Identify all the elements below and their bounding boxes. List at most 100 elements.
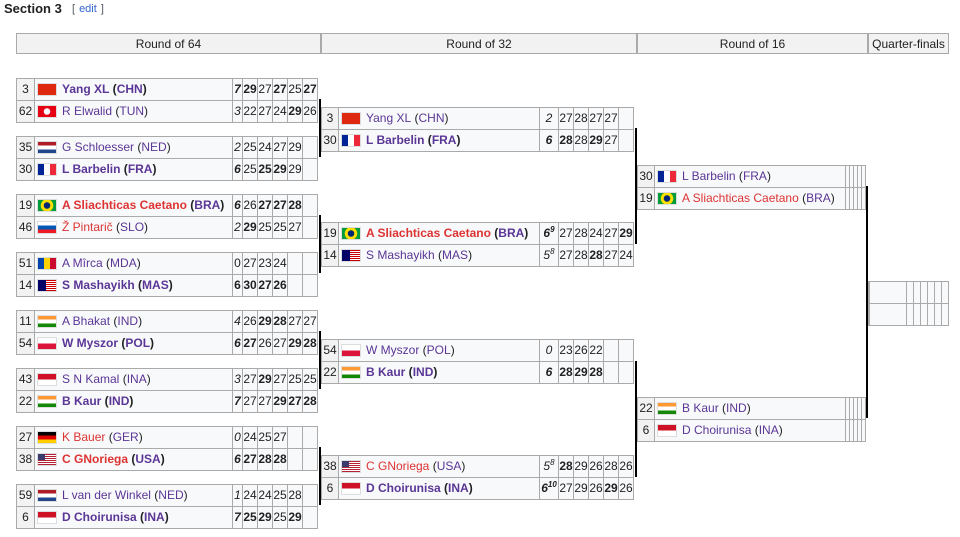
- player-link[interactable]: B Kaur: [366, 365, 406, 379]
- connector-line: [319, 331, 321, 389]
- player-link[interactable]: L Barbelin: [682, 169, 736, 183]
- flag-slo-icon: [37, 221, 57, 234]
- player-link[interactable]: A Sliachticas Caetano: [366, 226, 491, 240]
- country-link[interactable]: USA: [436, 459, 462, 473]
- player-link[interactable]: S Mashayikh: [366, 248, 435, 262]
- country-link[interactable]: MAS: [442, 248, 469, 262]
- country-link[interactable]: NED: [141, 140, 167, 154]
- player-link[interactable]: S N Kamal: [62, 372, 120, 386]
- section-title: Section 3: [4, 1, 62, 16]
- country-link[interactable]: IND: [108, 394, 130, 408]
- end-score: 24: [588, 222, 604, 245]
- end-score: [287, 448, 303, 471]
- country-link[interactable]: FRA: [431, 133, 457, 147]
- r32-row: 14 S Mashayikh (MAS) 58 27 28 28 27 24: [321, 244, 634, 267]
- country-link[interactable]: IND: [117, 314, 139, 328]
- score-cell: [861, 187, 866, 210]
- player-link[interactable]: K Bauer: [62, 430, 106, 444]
- end-score: 27: [257, 78, 273, 101]
- end-score: 27: [603, 107, 619, 130]
- player-link[interactable]: L van der Winkel: [62, 488, 151, 502]
- country-link[interactable]: IND: [412, 365, 434, 379]
- country-link[interactable]: INA: [126, 372, 147, 386]
- player-link[interactable]: W Myszor: [62, 336, 119, 350]
- player-link[interactable]: D Choirunisa: [682, 423, 752, 437]
- r32-row: 22 B Kaur (IND) 6 28 29 28: [321, 361, 634, 384]
- player-link[interactable]: D Choirunisa: [62, 510, 137, 524]
- player-cell: L Barbelin (FRA): [34, 158, 233, 181]
- country-link[interactable]: SLO: [120, 220, 145, 234]
- country-link[interactable]: INA: [448, 481, 469, 495]
- sets-value: 1: [234, 488, 241, 502]
- connector-line: [319, 447, 321, 505]
- country-link[interactable]: INA: [144, 510, 165, 524]
- player-link[interactable]: L Barbelin: [366, 133, 425, 147]
- country-link[interactable]: BRA: [194, 198, 221, 212]
- r64-row: 35 G Schloesser (NED) 2 25 24 27 29: [16, 136, 318, 159]
- country-link[interactable]: GER: [112, 430, 139, 444]
- country-link[interactable]: CHN: [418, 111, 445, 125]
- end-score: 25: [272, 484, 288, 507]
- country-link[interactable]: POL: [426, 343, 451, 357]
- country-link[interactable]: MDA: [110, 256, 137, 270]
- end-score: 27: [302, 78, 318, 101]
- player-link[interactable]: Yang XL: [366, 111, 412, 125]
- sets-value: 6: [234, 198, 241, 212]
- player-link[interactable]: A Sliachticas Caetano: [682, 191, 799, 205]
- country-link[interactable]: FRA: [127, 162, 153, 176]
- player-name-wrap: R Elwalid (TUN): [62, 104, 149, 118]
- player-link[interactable]: A Sliachticas Caetano: [62, 198, 187, 212]
- connector-line: [319, 99, 321, 157]
- end-score: [302, 506, 318, 529]
- seed: 14: [16, 274, 35, 297]
- edit-link[interactable]: edit: [79, 3, 97, 15]
- country-link[interactable]: NED: [158, 488, 184, 502]
- player-cell: B Kaur (IND): [654, 397, 846, 420]
- country-link[interactable]: CHN: [116, 82, 143, 96]
- player-link[interactable]: Ž Pintarič: [62, 220, 113, 234]
- end-score: 27: [272, 426, 288, 449]
- player-link[interactable]: G Schloesser: [62, 140, 135, 154]
- player-cell: S Mashayikh (MAS): [338, 244, 540, 267]
- country-link[interactable]: BRA: [498, 226, 525, 240]
- end-score: 24: [242, 484, 258, 507]
- player-link[interactable]: A Bhakat: [62, 314, 111, 328]
- player-link[interactable]: A Mîrca: [62, 256, 103, 270]
- end-score: 27: [257, 274, 273, 297]
- sets-won: 2: [539, 107, 559, 130]
- player-link[interactable]: S Mashayikh: [62, 278, 135, 292]
- player-link[interactable]: D Choirunisa: [366, 481, 441, 495]
- flag-ina-icon: [37, 373, 57, 386]
- player-link[interactable]: C GNoriega: [366, 459, 430, 473]
- player-name-wrap: A Mîrca (MDA): [62, 256, 141, 270]
- player-link[interactable]: C GNoriega: [62, 452, 129, 466]
- flag-bra-icon: [341, 227, 361, 240]
- player-name-wrap: Yang XL (CHN): [62, 82, 147, 96]
- end-score: 28: [257, 448, 273, 471]
- player-link[interactable]: B Kaur: [682, 401, 719, 415]
- end-score: 28: [558, 129, 574, 152]
- player-link[interactable]: B Kaur: [62, 394, 102, 408]
- end-score: 29: [588, 129, 604, 152]
- seed: 62: [16, 100, 35, 123]
- country-link[interactable]: TUN: [119, 104, 145, 118]
- country-link[interactable]: INA: [758, 423, 779, 437]
- end-score: 27: [302, 310, 318, 333]
- country-link[interactable]: FRA: [742, 169, 767, 183]
- player-link[interactable]: W Myszor: [366, 343, 420, 357]
- tiebreak-sup: 9: [550, 225, 555, 234]
- end-score: 26: [618, 477, 634, 500]
- country-link[interactable]: MAS: [142, 278, 169, 292]
- end-score: 27: [272, 136, 288, 159]
- country-link[interactable]: USA: [135, 452, 161, 466]
- end-score: 30: [242, 274, 258, 297]
- country-link[interactable]: BRA: [806, 191, 831, 205]
- player-link[interactable]: R Elwalid: [62, 104, 113, 118]
- player-link[interactable]: Yang XL: [62, 82, 110, 96]
- end-score: 29: [242, 78, 258, 101]
- player-link[interactable]: L Barbelin: [62, 162, 121, 176]
- country-link[interactable]: IND: [726, 401, 747, 415]
- country-link[interactable]: POL: [125, 336, 151, 350]
- end-score: 27: [272, 368, 288, 391]
